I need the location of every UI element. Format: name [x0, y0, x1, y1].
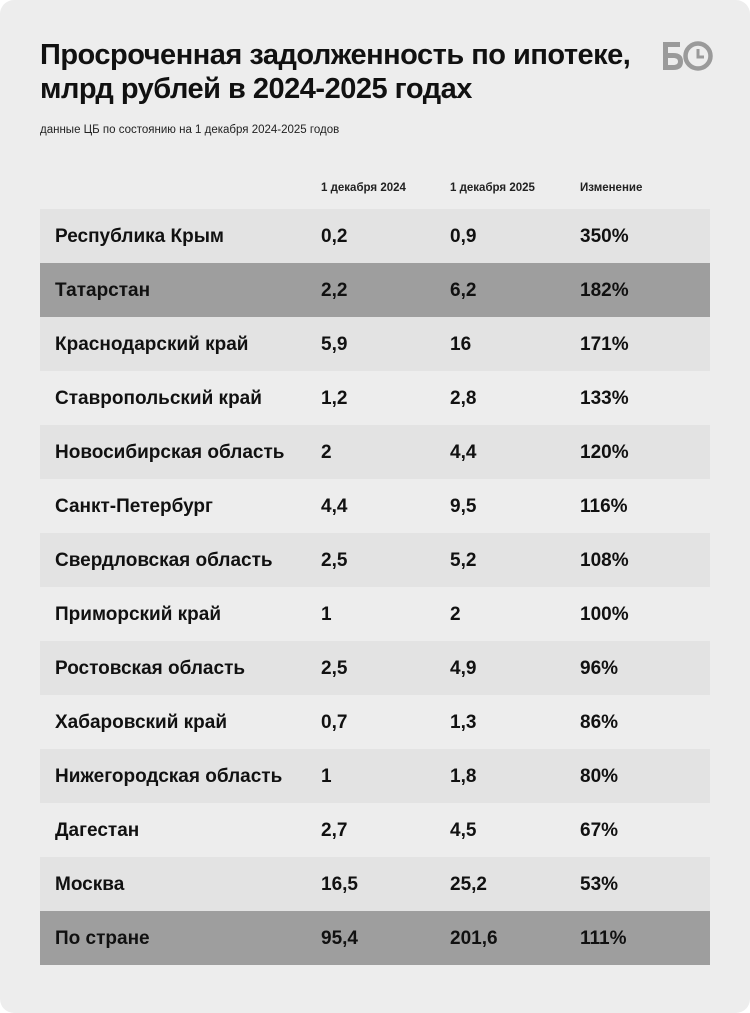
value-2024-cell: 95,4 — [321, 928, 358, 949]
change-cell: 120% — [580, 442, 629, 463]
change-cell: 96% — [580, 658, 619, 679]
value-2025-cell: 16 — [450, 334, 472, 355]
table-row: Санкт-Петербург 4,4 9,5 116% — [40, 479, 710, 533]
table-row: Ставропольский край 1,2 2,8 133% — [40, 371, 710, 425]
change-cell: 350% — [580, 226, 629, 247]
table-body: Республика Крым 0,2 0,9 350% Татарстан 2,2 6,2… — [40, 209, 710, 965]
table-row: Новосибирская область 2 4,4 120% — [40, 425, 710, 479]
region-cell: Дагестан — [55, 820, 140, 841]
value-2024-cell: 2,5 — [321, 658, 348, 679]
region-cell: Санкт-Петербург — [55, 496, 213, 517]
value-2024-cell: 2 — [321, 442, 332, 463]
value-2024-cell: 0,7 — [321, 712, 348, 733]
table-row-highlighted: Татарстан 2,2 6,2 182% — [40, 263, 710, 317]
region-cell: Нижегородская область — [55, 766, 283, 787]
bo-logo — [663, 41, 713, 71]
table-row: Республика Крым 0,2 0,9 350% — [40, 209, 710, 263]
region-cell: Ростовская область — [55, 658, 246, 679]
value-2025-cell: 25,2 — [450, 874, 487, 895]
value-2024-cell: 16,5 — [321, 874, 358, 895]
value-2024-cell: 2,5 — [321, 550, 348, 571]
chart-subtitle: данные ЦБ по состоянию на 1 декабря 2024… — [40, 124, 340, 136]
region-cell: По стране — [55, 928, 150, 949]
region-cell: Новосибирская область — [55, 442, 285, 463]
change-cell: 116% — [580, 496, 628, 517]
region-cell: Краснодарский край — [55, 334, 249, 355]
table-row: Дагестан 2,7 4,5 67% — [40, 803, 710, 857]
value-2024-cell: 1 — [321, 604, 332, 625]
region-cell: Республика Крым — [55, 226, 224, 247]
change-cell: 182% — [580, 280, 629, 301]
table-row: Краснодарский край 5,9 16 171% — [40, 317, 710, 371]
value-2025-cell: 6,2 — [450, 280, 477, 301]
change-cell: 108% — [580, 550, 629, 571]
region-cell: Москва — [55, 874, 125, 895]
value-2025-cell: 1,3 — [450, 712, 477, 733]
value-2024-cell: 1,2 — [321, 388, 348, 409]
column-header: 1 декабря 2025 — [450, 182, 535, 194]
table-row: Ростовская область 2,5 4,9 96% — [40, 641, 710, 695]
change-cell: 111% — [580, 928, 627, 949]
value-2025-cell: 201,6 — [450, 928, 498, 949]
value-2025-cell: 5,2 — [450, 550, 477, 571]
value-2025-cell: 4,9 — [450, 658, 477, 679]
region-cell: Татарстан — [55, 280, 151, 301]
column-header: Изменение — [580, 182, 643, 194]
region-cell: Приморский край — [55, 604, 222, 625]
change-cell: 67% — [580, 820, 619, 841]
column-header: 1 декабря 2024 — [321, 182, 406, 194]
value-2025-cell: 9,5 — [450, 496, 477, 517]
chart-title: Просроченная задолженность по ипотеке, м… — [40, 39, 631, 105]
value-2024-cell: 4,4 — [321, 496, 348, 517]
table-row: Нижегородская область 1 1,8 80% — [40, 749, 710, 803]
value-2025-cell: 0,9 — [450, 226, 477, 247]
value-2024-cell: 5,9 — [321, 334, 348, 355]
value-2025-cell: 2,8 — [450, 388, 477, 409]
table-row: Хабаровский край 0,7 1,3 86% — [40, 695, 710, 749]
change-cell: 86% — [580, 712, 619, 733]
region-cell: Хабаровский край — [55, 712, 228, 733]
table-row: Приморский край 1 2 100% — [40, 587, 710, 641]
value-2025-cell: 4,4 — [450, 442, 477, 463]
value-2024-cell: 1 — [321, 766, 332, 787]
value-2024-cell: 0,2 — [321, 226, 348, 247]
table-row: Москва 16,5 25,2 53% — [40, 857, 710, 911]
region-cell: Ставропольский край — [55, 388, 262, 409]
value-2025-cell: 1,8 — [450, 766, 477, 787]
region-cell: Свердловская область — [55, 550, 273, 571]
change-cell: 133% — [580, 388, 629, 409]
change-cell: 100% — [580, 604, 629, 625]
change-cell: 80% — [580, 766, 619, 787]
table-row-highlighted: По стране 95,4 201,6 111% — [40, 911, 710, 965]
table-header: 1 декабря 2024 1 декабря 2025 Изменение — [40, 182, 710, 198]
value-2024-cell: 2,7 — [321, 820, 348, 841]
change-cell: 171% — [580, 334, 629, 355]
table-row: Свердловская область 2,5 5,2 108% — [40, 533, 710, 587]
value-2025-cell: 4,5 — [450, 820, 477, 841]
change-cell: 53% — [580, 874, 619, 895]
value-2024-cell: 2,2 — [321, 280, 348, 301]
value-2025-cell: 2 — [450, 604, 461, 625]
